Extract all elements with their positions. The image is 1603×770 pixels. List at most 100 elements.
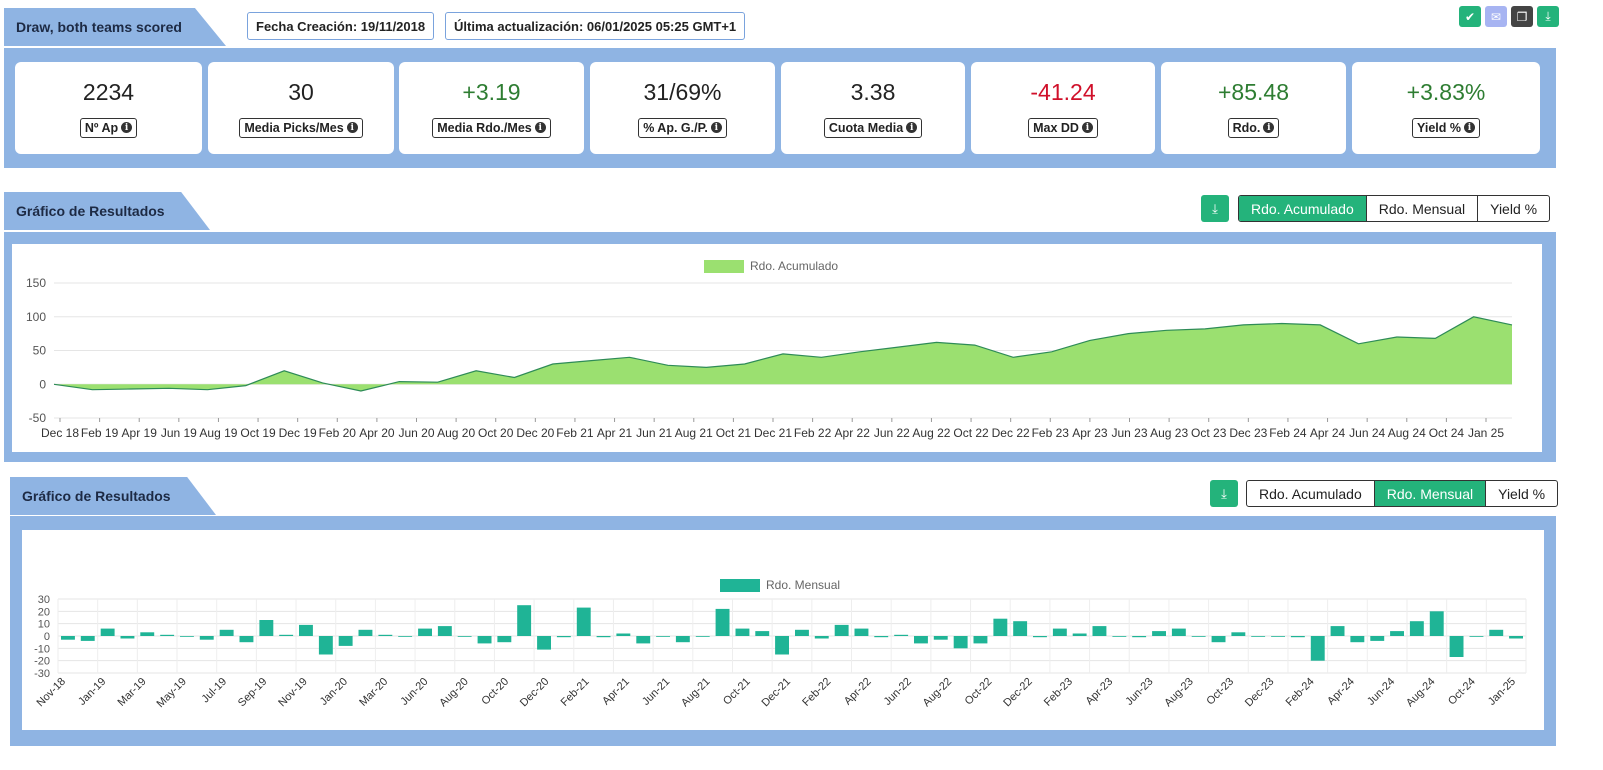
chart-download-button[interactable]: ⤓ <box>1201 195 1229 222</box>
x-tick-label: Jan 25 <box>1468 426 1504 440</box>
bar <box>656 636 670 637</box>
info-icon[interactable]: i <box>1081 122 1093 133</box>
x-tick-label: Feb-22 <box>800 676 833 709</box>
bar <box>457 636 472 637</box>
x-tick-label: Aug 19 <box>199 426 237 440</box>
bar <box>1112 636 1127 637</box>
bar <box>814 636 829 639</box>
strategy-title-tab: Draw, both teams scored <box>4 8 226 46</box>
chart-download-button[interactable]: ⤓ <box>1210 480 1238 507</box>
x-tick-label: Aug-23 <box>1162 676 1196 710</box>
stat-label: Media Rdo./Mes i <box>432 117 551 138</box>
mode-cumulative-button[interactable]: Rdo. Acumulado <box>1247 481 1375 506</box>
x-tick-label: Jan-20 <box>318 676 350 708</box>
x-tick-label: Jun-20 <box>398 676 430 708</box>
x-tick-label: Oct-23 <box>1204 676 1236 708</box>
copy-icon[interactable]: ❐ <box>1511 6 1533 27</box>
mail-icon[interactable]: ✉ <box>1485 6 1507 27</box>
x-tick-label: Aug 24 <box>1388 426 1426 440</box>
x-tick-label: Apr-22 <box>842 676 874 708</box>
x-tick-label: Dec 19 <box>279 426 317 440</box>
x-tick-label: Feb-21 <box>559 676 592 709</box>
x-tick-label: Dec-22 <box>1001 676 1035 710</box>
bar <box>1310 636 1325 661</box>
x-tick-label: Jun 22 <box>874 426 910 440</box>
x-tick-label: Oct 20 <box>478 426 514 440</box>
stat-label: Max DD i <box>1028 117 1098 138</box>
bar <box>1509 636 1523 639</box>
x-tick-label: Feb-23 <box>1042 676 1075 709</box>
bar <box>80 636 95 641</box>
info-icon[interactable]: i <box>1464 122 1475 133</box>
x-tick-label: Aug 23 <box>1150 426 1188 440</box>
section-title-tab: Gráfico de Resultados <box>10 477 216 515</box>
info-icon[interactable]: i <box>1263 122 1275 133</box>
bar <box>973 636 988 644</box>
info-icon[interactable]: i <box>710 122 722 133</box>
y-tick-label: -50 <box>29 411 47 425</box>
bar <box>1489 629 1504 636</box>
y-tick-label: 20 <box>38 606 50 618</box>
stat-card-result: +85.48 Rdo. i <box>1161 62 1346 154</box>
info-icon[interactable]: i <box>906 122 918 133</box>
bar <box>180 636 194 637</box>
stat-value: 3.38 <box>850 78 896 105</box>
stat-value: -41.24 <box>1030 78 1096 105</box>
bar <box>497 636 512 643</box>
x-tick-label: Nov-18 <box>35 676 69 710</box>
x-tick-label: Jun 19 <box>161 426 197 440</box>
monthly-chart-panel: Rdo. Mensual 30 20 10 0 -10 -20 -30 Nov-18 Jan-19… <box>10 516 1556 746</box>
x-tick-label: Jun-24 <box>1365 676 1397 708</box>
bar <box>834 624 849 636</box>
x-tick-label: Apr-21 <box>600 676 632 708</box>
x-tick-label: Oct-20 <box>479 676 511 708</box>
bar <box>1132 636 1147 638</box>
mode-monthly-button[interactable]: Rdo. Mensual <box>1374 481 1487 506</box>
mode-yield-button[interactable]: Yield % <box>1498 485 1546 502</box>
bar <box>1370 636 1385 641</box>
y-tick-label: 0 <box>44 631 50 643</box>
chart-mode-toggle: Rdo. Acumulado Rdo. Mensual Yield % <box>1246 480 1559 507</box>
info-icon[interactable]: i <box>346 122 358 133</box>
x-tick-label: Mar-19 <box>116 676 149 709</box>
x-tick-label: Jun-22 <box>882 676 914 708</box>
bar <box>894 634 909 636</box>
mode-yield-button[interactable]: Yield % <box>1490 200 1538 217</box>
x-tick-label: Oct-24 <box>1446 676 1478 708</box>
x-tick-label: Jun 20 <box>398 426 434 440</box>
stat-card-num-picks: 2234 Nº Ap i <box>15 62 202 154</box>
bar <box>755 631 770 636</box>
bar <box>953 636 968 649</box>
strategy-title: Draw, both teams scored <box>16 19 182 35</box>
check-icon[interactable]: ✔ <box>1459 6 1481 27</box>
bar <box>477 636 492 644</box>
bar <box>636 636 651 644</box>
y-tick-label: 30 <box>38 594 50 606</box>
x-tick-label: Aug-24 <box>1404 676 1438 710</box>
bar <box>1052 628 1067 636</box>
download-icon[interactable]: ⤓ <box>1537 6 1559 27</box>
mode-monthly-button[interactable]: Rdo. Mensual <box>1367 196 1479 221</box>
bar <box>993 618 1008 636</box>
bar <box>675 636 690 643</box>
stat-label: Cuota Media i <box>823 117 923 138</box>
x-tick-label: Feb-24 <box>1284 676 1317 709</box>
bar <box>1033 636 1047 638</box>
x-tick-label: Jun-23 <box>1123 676 1155 708</box>
y-tick-label: 10 <box>38 619 50 631</box>
bar <box>1429 611 1444 636</box>
bar <box>1290 636 1305 638</box>
x-tick-label: Feb 23 <box>1032 426 1070 440</box>
info-icon[interactable]: i <box>534 122 546 133</box>
stat-value: +85.48 <box>1218 78 1289 105</box>
mode-cumulative-button[interactable]: Rdo. Acumulado <box>1239 196 1367 221</box>
x-tick-label: Aug 21 <box>675 426 713 440</box>
bar <box>418 628 432 636</box>
bar <box>120 636 135 639</box>
bar <box>933 636 948 640</box>
info-icon[interactable]: i <box>121 122 133 133</box>
bar <box>1072 633 1087 636</box>
bar <box>1271 636 1285 637</box>
